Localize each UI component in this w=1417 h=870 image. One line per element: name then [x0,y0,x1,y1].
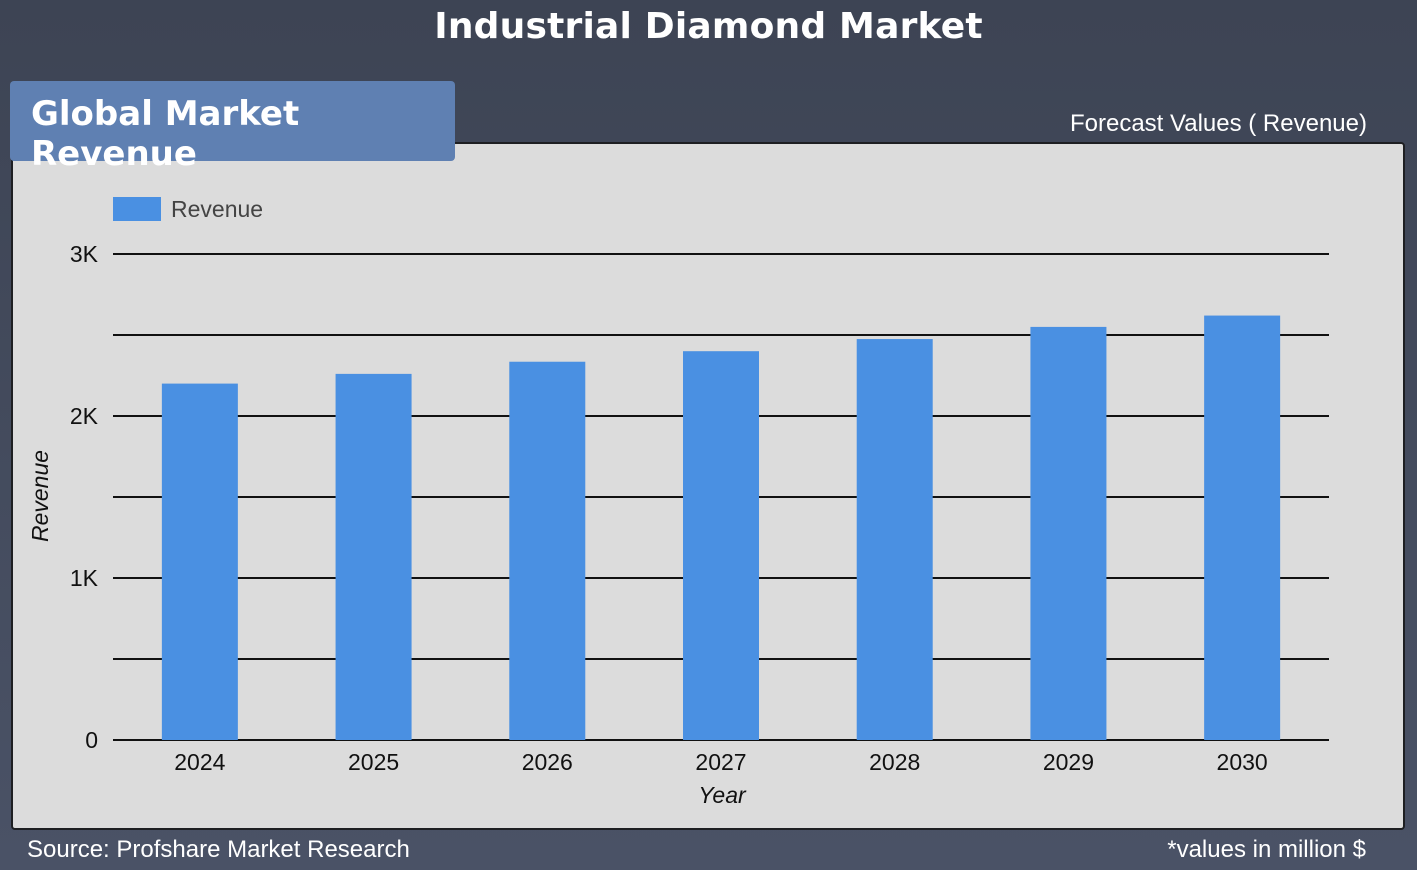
section-tab: Global Market Revenue [10,81,455,174]
legend-swatch [113,197,161,221]
y-tick-label: 2K [70,403,99,429]
x-tick-label: 2029 [1043,749,1094,775]
x-tick-label: 2025 [348,749,399,775]
source-note: Source: Profshare Market Research [27,836,410,863]
bar-2025 [335,373,412,740]
x-tick-label: 2030 [1217,749,1268,775]
x-tick-label: 2028 [869,749,920,775]
x-tick-label: 2026 [522,749,573,775]
legend-label: Revenue [171,196,263,222]
y-tick-label: 1K [70,565,99,591]
units-note: *values in million $ [1167,836,1366,863]
page-title: Industrial Diamond Market [434,6,983,47]
bar-2024 [161,383,238,740]
y-tick-label: 3K [70,241,99,267]
axes: 0 1K 2K 3K 2024 2025 2026 2027 2028 2029 2030 [70,241,1268,775]
bar-2027 [683,351,759,740]
bar-2029 [1030,326,1107,740]
x-tick-label: 2024 [174,749,225,775]
legend: Revenue [113,196,263,222]
section-tab-label: Global Market Revenue [31,94,300,174]
y-tick-label: 0 [85,727,98,753]
bar-2028 [856,339,933,740]
forecast-subtitle: Forecast Values ( Revenue) [1069,110,1367,137]
bars [161,315,1281,740]
bar-2026 [509,361,586,740]
bar-2030 [1204,315,1281,740]
x-axis-title: Year [698,782,747,808]
x-tick-label: 2027 [695,749,746,775]
y-axis-title: Revenue [27,450,53,542]
